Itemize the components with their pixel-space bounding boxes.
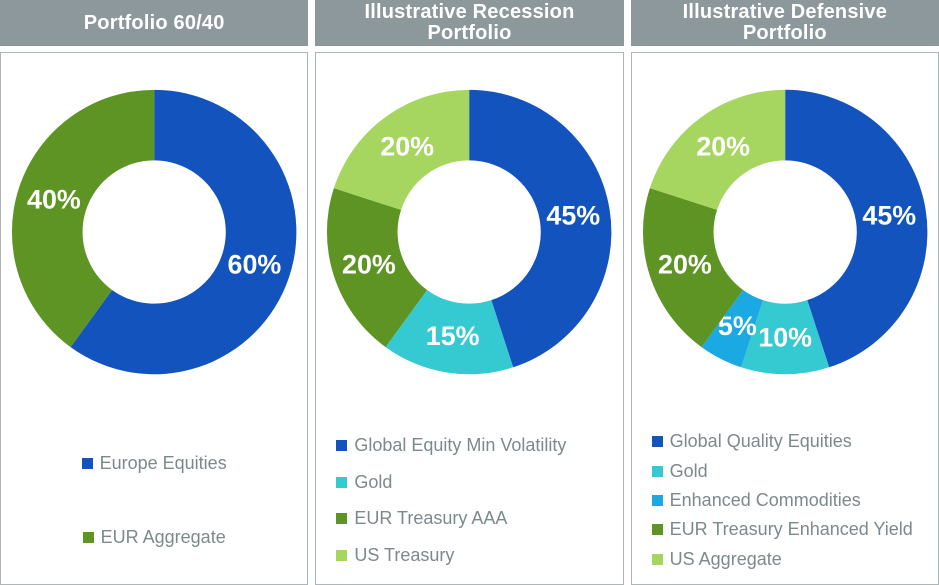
slice-value-label: 45% xyxy=(862,201,916,231)
legend-swatch-icon xyxy=(651,494,663,506)
slice-value-label: 20% xyxy=(658,250,712,280)
slice-value-label: 45% xyxy=(547,201,601,231)
legend-item-eur-treasury-enhanced-yield: EUR Treasury Enhanced Yield xyxy=(651,519,932,540)
legend-label: US Aggregate xyxy=(669,548,782,569)
legend-item-enhanced-commodities: Enhanced Commodities xyxy=(651,489,932,511)
legend-item-global-quality-equities: Global Quality Equities xyxy=(651,431,932,452)
slice-value-label: 20% xyxy=(381,132,435,162)
legend-swatch-icon xyxy=(336,476,348,488)
panel-title: Illustrative Defensive Portfolio xyxy=(682,1,888,44)
legend-swatch-icon xyxy=(651,524,663,536)
legend-swatch-icon xyxy=(651,436,663,448)
legend-item-eur-treasury-aaa: EUR Treasury AAA xyxy=(336,508,616,529)
panel-body: 60% 40% Europe Equities EUR Aggregate xyxy=(0,52,309,585)
chart-legend: Europe Equities EUR Aggregate xyxy=(1,425,307,584)
donut-chart-defensive-portfolio: 45% 10%5% 20% 20% xyxy=(642,89,928,375)
legend-label: EUR Treasury Enhanced Yield xyxy=(669,519,913,540)
slice-value-label: 40% xyxy=(27,184,81,214)
donut-slice-gold xyxy=(385,289,514,375)
panel-title: Illustrative Recession Portfolio xyxy=(364,1,575,44)
donut-slice-eur-treasury-enhanced-yield xyxy=(642,188,743,348)
legend-item-eur-aggregate: EUR Aggregate xyxy=(82,526,226,548)
slice-value-label: 10% xyxy=(758,322,812,352)
chart-legend: Global Equity Min Volatility Gold EUR Trea… xyxy=(316,425,622,584)
panel-portfolio-60-40: Portfolio 60/40 60% 40% Europe Equities EU… xyxy=(0,0,309,585)
legend-swatch-icon xyxy=(651,553,663,565)
donut-slice-eur-aggregate xyxy=(11,89,155,348)
slice-value-label: 20% xyxy=(342,250,396,280)
donut-slice-enhanced-commodities xyxy=(701,289,763,368)
donut-slice-us-aggregate xyxy=(649,89,785,210)
legend-label: Enhanced Commodities xyxy=(669,489,861,510)
panel-body: 45% 10% 5% 20% 20% Global Quality Equities Go… xyxy=(630,52,939,585)
panel-header: Illustrative Recession Portfolio xyxy=(315,0,624,46)
legend-item-us-treasury: US Treasury xyxy=(336,545,616,566)
slice-value-label: 15% xyxy=(426,321,480,351)
donut-slice-gold xyxy=(740,300,829,375)
legend-item-europe-equities: Europe Equities xyxy=(81,453,227,474)
legend-item-global-equity-min-volatility: Global Equity Min Volatility xyxy=(336,435,616,456)
slice-value-label: 5% xyxy=(718,311,757,341)
donut-slice-us-treasury xyxy=(334,89,470,210)
legend-swatch-icon xyxy=(336,513,348,525)
chart-legend: Global Quality Equities Gold Enhanced Comm… xyxy=(632,425,938,584)
legend-label: Gold xyxy=(354,471,393,492)
legend-label: EUR Treasury AAA xyxy=(354,508,508,529)
donut-slice-global-quality-equities xyxy=(784,89,928,368)
legend-label: Global Quality Equities xyxy=(669,431,852,452)
donut-slice-eur-treasury-aaa xyxy=(327,188,428,348)
legend-swatch-icon xyxy=(82,531,94,543)
donut-chart-portfolio-60-40: 60% 40% xyxy=(11,89,297,375)
panel-defensive-portfolio: Illustrative Defensive Portfolio 45% 10% 5… xyxy=(630,0,939,585)
legend-label: Gold xyxy=(669,460,708,481)
legend-swatch-icon xyxy=(81,458,93,470)
donut-chart-recession-portfolio: 45% 15% 20% 20% xyxy=(327,89,612,375)
legend-item-gold: Gold xyxy=(336,472,616,493)
panel-recession-portfolio: Illustrative Recession Portfolio 45% 15% 2… xyxy=(315,0,624,585)
slice-value-label: 60% xyxy=(228,250,282,280)
panel-body: 45% 15% 20% 20% Global Equity Min Volatilit… xyxy=(315,52,624,585)
legend-item-us-aggregate: US Aggregate xyxy=(651,548,932,570)
legend-label: US Treasury xyxy=(354,545,455,566)
panel-title: Portfolio 60/40 xyxy=(83,11,225,34)
slice-value-label: 20% xyxy=(696,132,750,162)
donut-slice-global-equity-min-volatility xyxy=(469,89,612,368)
legend-swatch-icon xyxy=(336,550,348,562)
legend-swatch-icon xyxy=(336,439,348,451)
legend-label: Europe Equities xyxy=(99,453,227,474)
panel-header: Portfolio 60/40 xyxy=(0,0,309,46)
donut-slice-europe-equities xyxy=(70,89,297,375)
legend-label: Global Equity Min Volatility xyxy=(354,434,567,455)
panel-header: Illustrative Defensive Portfolio xyxy=(630,0,939,46)
legend-swatch-icon xyxy=(651,465,663,477)
legend-label: EUR Aggregate xyxy=(100,526,226,547)
legend-item-gold: Gold xyxy=(651,460,932,482)
